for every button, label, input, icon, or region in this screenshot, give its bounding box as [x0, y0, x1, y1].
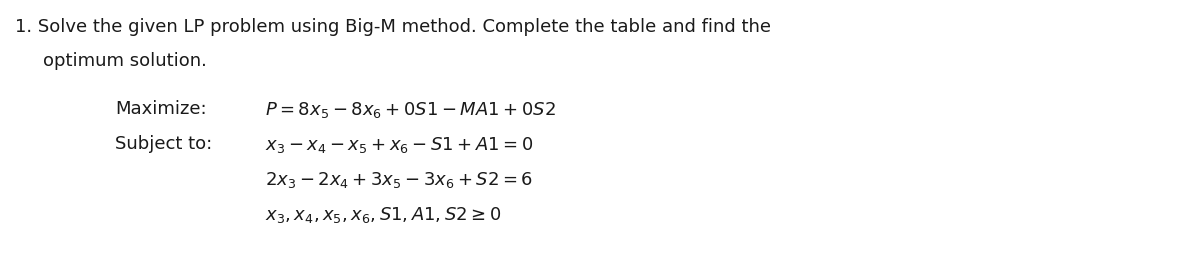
Text: $P = 8x_5 - 8x_6 + 0S1 - MA1 + 0S2$: $P = 8x_5 - 8x_6 + 0S1 - MA1 + 0S2$ — [265, 100, 556, 120]
Text: optimum solution.: optimum solution. — [43, 52, 206, 70]
Text: Maximize:: Maximize: — [115, 100, 206, 118]
Text: Subject to:: Subject to: — [115, 135, 212, 153]
Text: 1. Solve the given LP problem using Big-M method. Complete the table and find th: 1. Solve the given LP problem using Big-… — [14, 18, 772, 36]
Text: $x_3 - x_4 - x_5 + x_6 - S1 + A1 = 0$: $x_3 - x_4 - x_5 + x_6 - S1 + A1 = 0$ — [265, 135, 534, 155]
Text: $x_3, x_4, x_5, x_6, S1, A1, S2 \geq 0$: $x_3, x_4, x_5, x_6, S1, A1, S2 \geq 0$ — [265, 205, 502, 225]
Text: $2x_3 - 2x_4 + 3x_5 - 3x_6 + S2 = 6$: $2x_3 - 2x_4 + 3x_5 - 3x_6 + S2 = 6$ — [265, 170, 533, 190]
